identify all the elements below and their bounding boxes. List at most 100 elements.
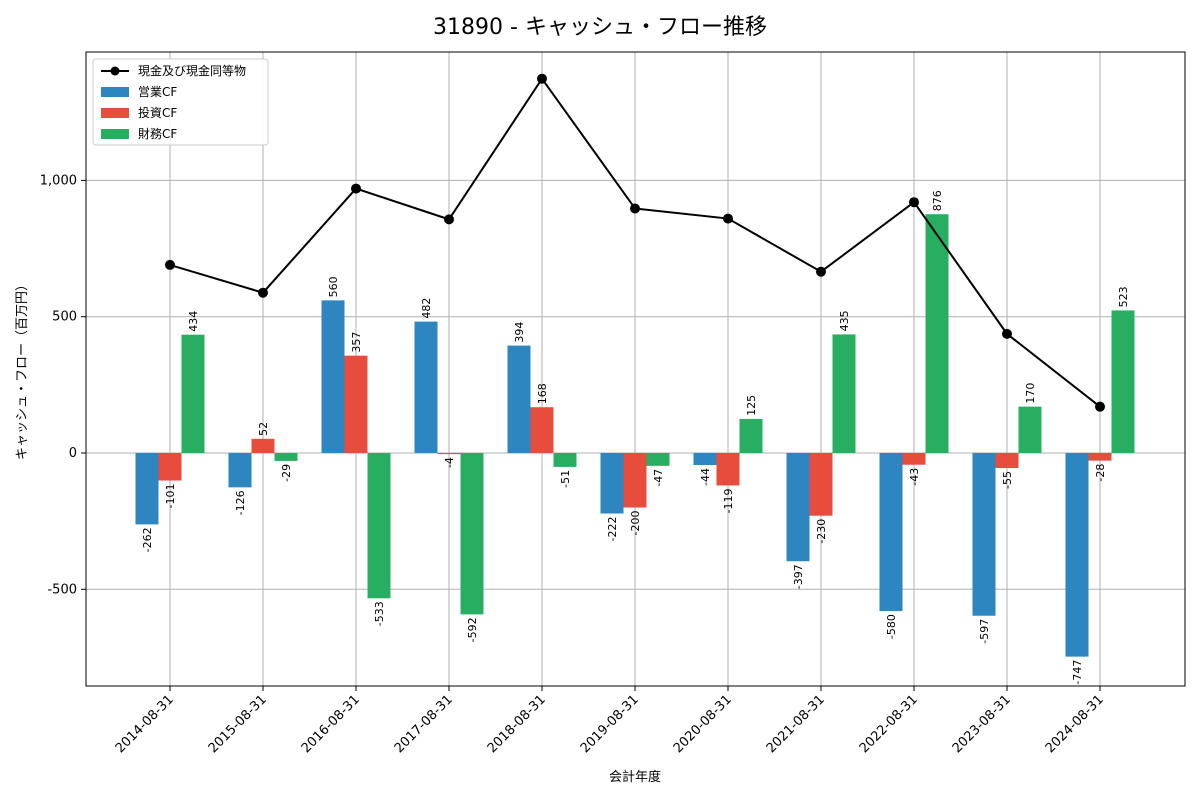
- bar-operating: [879, 453, 903, 612]
- legend-label: 財務CF: [138, 126, 177, 141]
- x-axis-label: 会計年度: [609, 769, 661, 785]
- bar-value-label: 435: [838, 310, 851, 331]
- bar-investing: [995, 453, 1019, 468]
- chart-title: 31890 - キャッシュ・フロー推移: [433, 15, 767, 40]
- x-tick-label: 2020-08-31: [671, 692, 735, 756]
- bar-investing: [902, 453, 926, 465]
- bar-financing: [646, 453, 670, 466]
- legend-bar-swatch: [101, 108, 129, 118]
- legend-label: 営業CF: [138, 85, 177, 99]
- bar-value-label: 357: [350, 332, 363, 353]
- legend-label: 投資CF: [138, 105, 177, 120]
- x-tick-label: 2019-08-31: [578, 692, 642, 756]
- bar-operating: [693, 453, 717, 465]
- y-tick-label: 0: [69, 446, 77, 461]
- bar-financing: [553, 453, 577, 467]
- bar-value-label: -262: [141, 527, 154, 552]
- bar-operating: [507, 345, 531, 453]
- bar-value-label: 482: [420, 298, 433, 319]
- bar-value-label: -397: [792, 564, 805, 589]
- bar-value-label: -222: [606, 517, 619, 542]
- bar-investing: [809, 453, 833, 516]
- bar-value-label: -533: [373, 601, 386, 626]
- bar-financing: [925, 214, 949, 453]
- bar-value-label: 523: [1117, 286, 1130, 307]
- line-layer: [165, 73, 1105, 412]
- x-tick-label: 2023-08-31: [950, 692, 1014, 756]
- bar-financing: [1018, 406, 1042, 453]
- cash-point: [630, 203, 640, 214]
- bar-operating: [600, 453, 624, 514]
- cash-point: [351, 183, 361, 194]
- bar-investing: [437, 453, 461, 455]
- legend-box: [92, 58, 269, 146]
- bar-value-label: 52: [257, 422, 270, 436]
- x-tick-label: 2014-08-31: [113, 692, 177, 756]
- bar-value-label: -4: [443, 457, 456, 468]
- bar-investing: [344, 355, 368, 453]
- bar-financing: [181, 334, 205, 453]
- bar-value-label: 394: [513, 322, 526, 343]
- bar-value-label: -51: [559, 470, 572, 488]
- bar-value-label: -29: [280, 464, 293, 482]
- bar-investing: [623, 453, 647, 508]
- bar-value-label: 170: [1024, 383, 1037, 404]
- bar-financing: [832, 334, 856, 453]
- bar-value-label: 876: [931, 190, 944, 211]
- bar-financing: [1111, 310, 1135, 453]
- bar-operating: [972, 453, 996, 616]
- bar-value-label: -230: [815, 519, 828, 544]
- cash-point: [816, 266, 826, 277]
- legend-marker: [110, 66, 120, 76]
- legend-bar-swatch: [101, 87, 129, 97]
- y-tick-label: -500: [47, 582, 77, 597]
- bar-value-label: 434: [187, 311, 200, 332]
- x-tick-label: 2016-08-31: [299, 692, 363, 756]
- bar-value-label: -126: [234, 490, 247, 515]
- labels-layer: -262 -126 560 482 394 -222 -44 -397 -580 -597 -747…: [141, 190, 1130, 684]
- bar-value-label: -28: [1094, 464, 1107, 482]
- bar-operating: [414, 321, 438, 453]
- x-tick-label: 2018-08-31: [485, 692, 549, 756]
- bar-financing: [739, 418, 763, 453]
- cash-point: [909, 197, 919, 208]
- bar-operating: [786, 453, 810, 562]
- bar-value-label: -47: [652, 469, 665, 487]
- y-axis-label: キャッシュ・フロー（百万円）: [15, 278, 30, 460]
- bar-value-label: -101: [164, 484, 177, 509]
- bar-investing: [1088, 453, 1112, 461]
- bar-operating: [135, 453, 159, 525]
- bar-financing: [274, 453, 298, 461]
- bar-operating: [228, 453, 252, 488]
- legend-bar-swatch: [101, 129, 129, 139]
- cash-point: [444, 214, 454, 225]
- bar-value-label: -597: [978, 619, 991, 644]
- bar-investing: [158, 453, 182, 481]
- bar-value-label: -119: [722, 488, 735, 513]
- bar-value-label: -580: [885, 614, 898, 639]
- bar-financing: [367, 453, 391, 599]
- bar-value-label: -747: [1071, 660, 1084, 685]
- y-tick-label: 500: [52, 310, 77, 325]
- bar-operating: [321, 300, 345, 453]
- x-tick-label: 2021-08-31: [764, 692, 828, 756]
- bar-investing: [530, 407, 554, 453]
- x-tick-label: 2022-08-31: [857, 692, 921, 756]
- bar-value-label: 168: [536, 383, 549, 404]
- y-tick-label: 1,000: [40, 173, 77, 188]
- legend-label: 現金及び現金同等物: [138, 63, 246, 78]
- bar-operating: [1065, 453, 1089, 657]
- bar-investing: [716, 453, 740, 486]
- x-tick-label: 2017-08-31: [392, 692, 456, 756]
- cash-point: [723, 213, 733, 224]
- bar-value-label: 560: [327, 276, 340, 297]
- bar-value-label: -44: [699, 468, 712, 486]
- x-tick-label: 2015-08-31: [206, 692, 270, 756]
- cash-point: [165, 259, 175, 270]
- cash-point: [1002, 328, 1012, 339]
- cash-point: [537, 73, 547, 84]
- x-tick-label: 2024-08-31: [1043, 692, 1107, 756]
- bar-value-label: -43: [908, 468, 921, 486]
